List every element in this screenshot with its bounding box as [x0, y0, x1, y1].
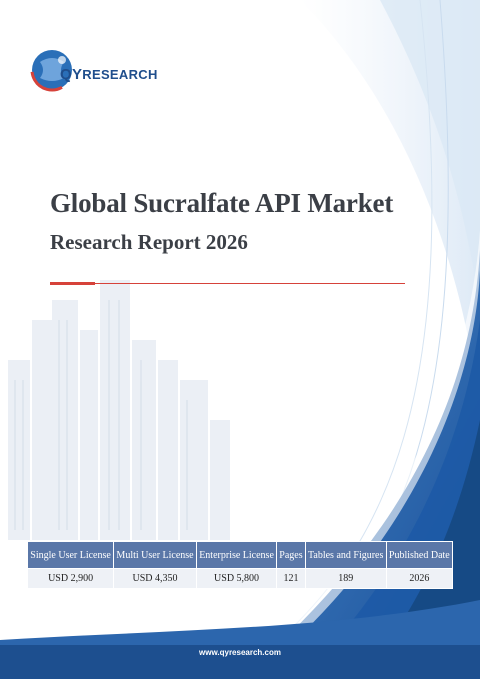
- city-skyline-illustration: [8, 280, 230, 540]
- tables-figures-count: 189: [304, 568, 387, 589]
- header-published-date: Published Date: [385, 541, 454, 569]
- price-enterprise: USD 5,800: [195, 568, 278, 589]
- table-row: USD 2,900 USD 4,350 USD 5,800 121 189 20…: [26, 568, 454, 589]
- header-enterprise: Enterprise License: [195, 541, 278, 569]
- logo-suffix: RESEARCH: [82, 67, 158, 82]
- table-header-row: Single User License Multi User License E…: [26, 541, 454, 569]
- price-multi-user: USD 4,350: [113, 568, 197, 589]
- title-accent-rule: [50, 282, 95, 285]
- pages-count: 121: [276, 568, 306, 589]
- published-date: 2026: [385, 568, 454, 589]
- website-link[interactable]: www.qyresearch.com: [199, 648, 281, 657]
- logo-wordmark: QYRESEARCH: [60, 66, 158, 83]
- logo-prefix: QY: [60, 66, 83, 83]
- title-divider: [95, 283, 405, 284]
- report-title-line2: Research Report 2026: [50, 230, 248, 254]
- qyresearch-logo: [30, 48, 74, 92]
- license-pricing-table: Single User License Multi User License E…: [26, 541, 454, 589]
- header-tables-figures: Tables and Figures: [304, 541, 387, 569]
- price-single-user: USD 2,900: [26, 568, 115, 589]
- header-single-user: Single User License: [26, 541, 115, 569]
- header-pages: Pages: [276, 541, 306, 569]
- header-multi-user: Multi User License: [113, 541, 197, 569]
- report-title-line1: Global Sucralfate API Market: [50, 188, 394, 218]
